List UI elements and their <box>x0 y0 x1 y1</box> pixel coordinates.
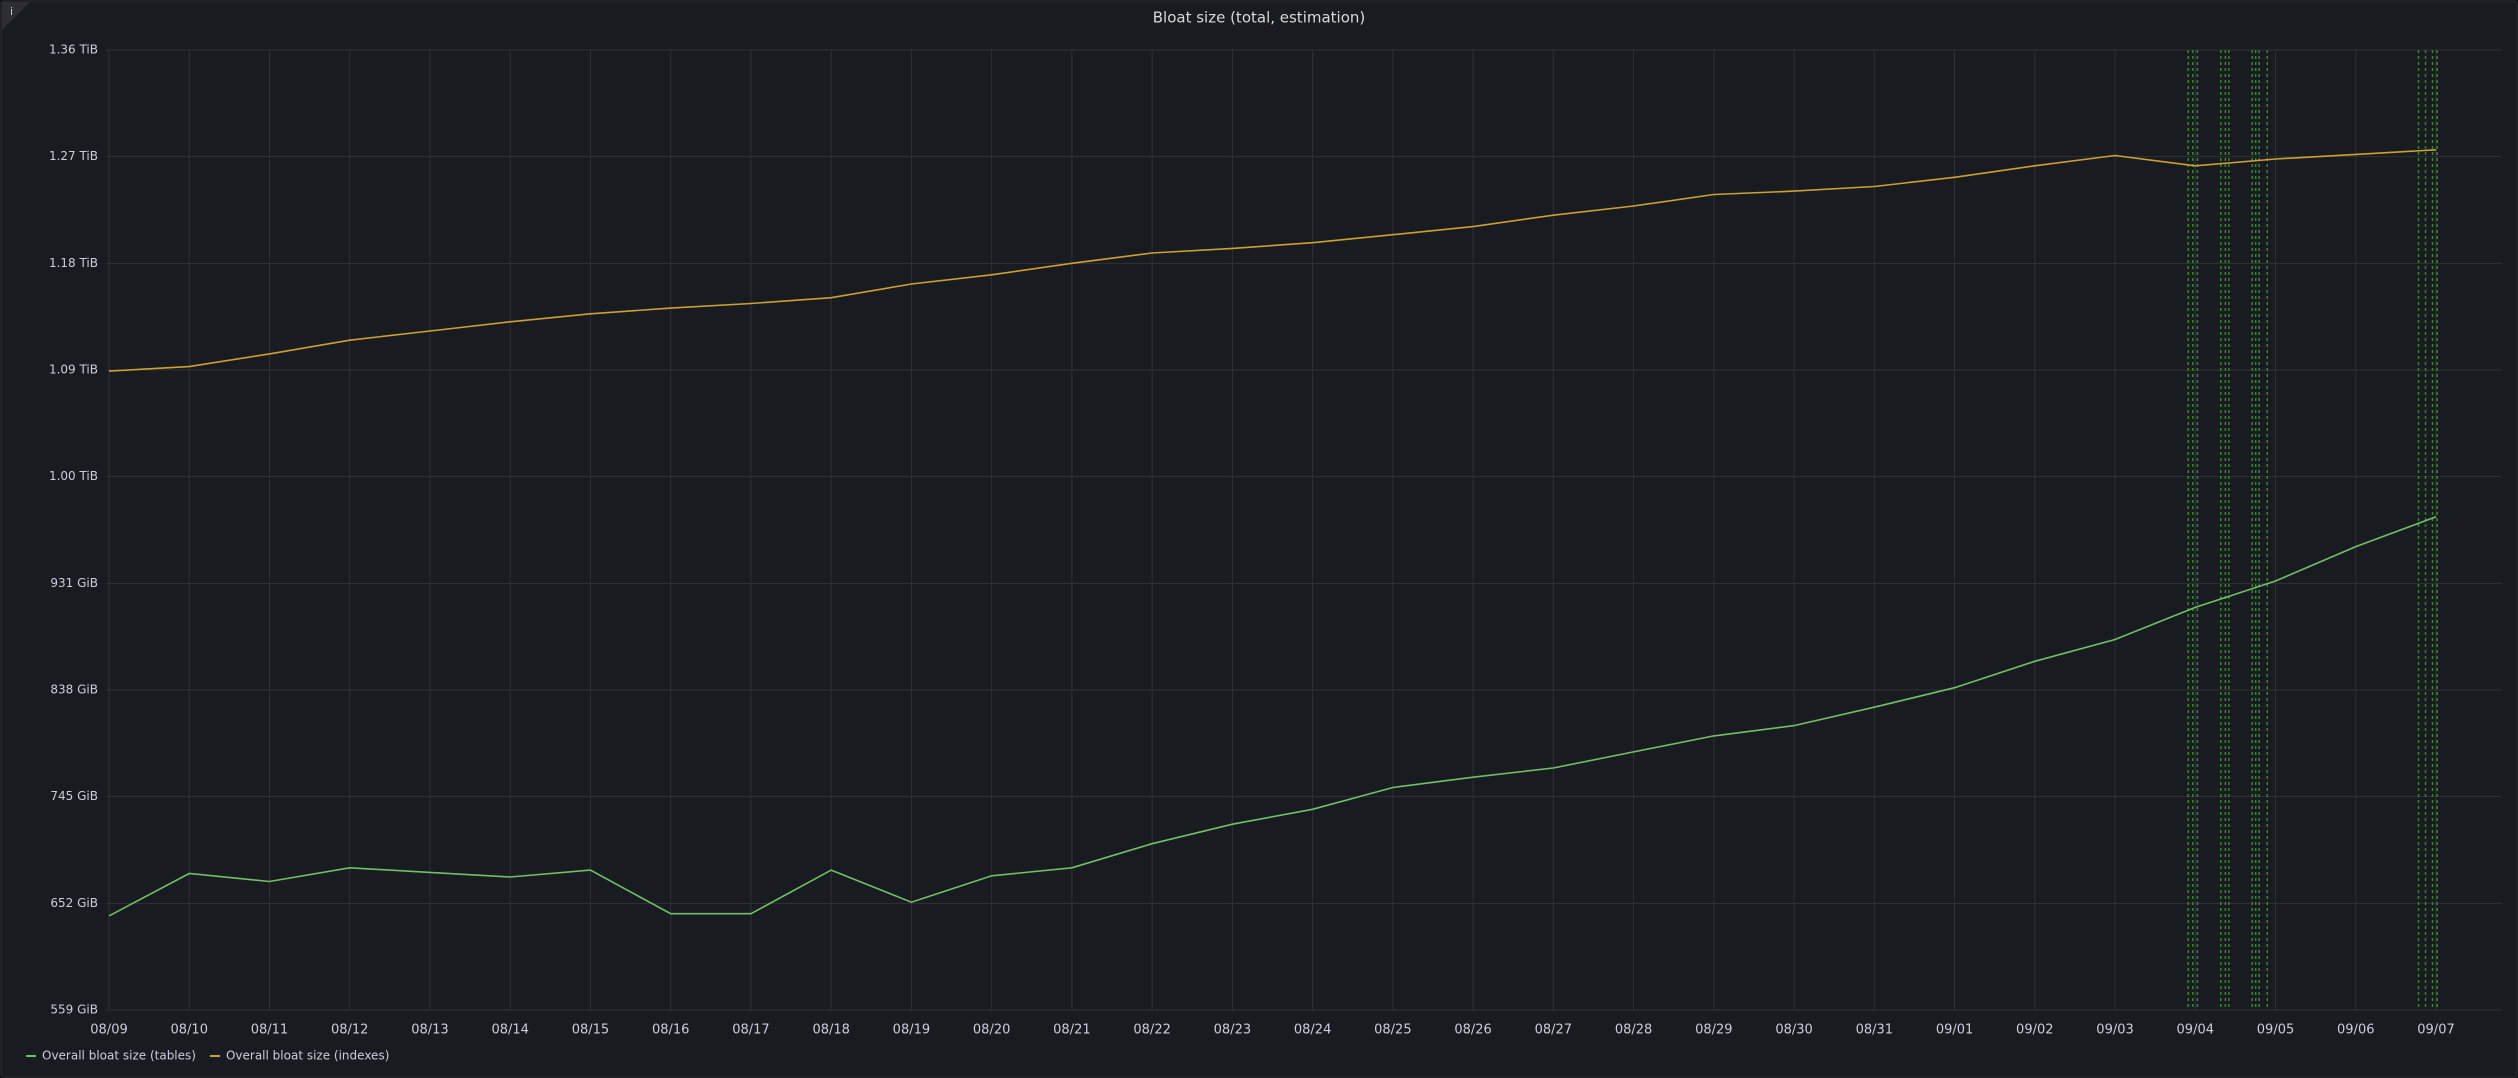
panel-title: Bloat size (total, estimation) <box>1153 9 1366 27</box>
x-tick-label: 08/11 <box>251 1023 288 1038</box>
x-tick-label: 08/10 <box>171 1023 208 1038</box>
x-tick-label: 08/22 <box>1133 1023 1170 1038</box>
y-tick-label: 745 GiB <box>50 789 98 803</box>
x-tick-label: 08/13 <box>411 1023 448 1038</box>
x-tick-label: 08/20 <box>973 1023 1010 1038</box>
x-tick-label: 09/02 <box>2016 1023 2053 1038</box>
legend-label: Overall bloat size (indexes) <box>226 1049 389 1063</box>
x-tick-label: 08/27 <box>1535 1023 1572 1038</box>
x-tick-label: 08/16 <box>652 1023 689 1038</box>
info-corner[interactable] <box>2 2 30 30</box>
x-tick-label: 08/18 <box>812 1023 849 1038</box>
y-tick-label: 838 GiB <box>50 683 98 697</box>
x-tick-label: 08/12 <box>331 1023 368 1038</box>
x-tick-label: 08/31 <box>1856 1023 1893 1038</box>
x-tick-label: 08/28 <box>1615 1023 1652 1038</box>
info-icon[interactable]: i <box>10 5 13 18</box>
y-tick-label: 1.00 TiB <box>49 469 98 483</box>
x-tick-label: 09/06 <box>2337 1023 2374 1038</box>
x-tick-label: 08/17 <box>732 1023 769 1038</box>
x-tick-label: 09/03 <box>2096 1023 2133 1038</box>
y-tick-label: 1.09 TiB <box>49 363 98 377</box>
x-tick-label: 09/05 <box>2257 1023 2294 1038</box>
x-tick-label: 08/25 <box>1374 1023 1411 1038</box>
y-tick-label: 931 GiB <box>50 576 98 590</box>
y-tick-label: 559 GiB <box>50 1003 98 1017</box>
x-tick-label: 08/15 <box>572 1023 609 1038</box>
x-tick-label: 09/01 <box>1936 1023 1973 1038</box>
legend-label: Overall bloat size (tables) <box>42 1049 196 1063</box>
x-tick-label: 08/26 <box>1454 1023 1491 1038</box>
x-tick-label: 08/29 <box>1695 1023 1732 1038</box>
x-tick-label: 09/07 <box>2417 1023 2454 1038</box>
series-line <box>108 516 2437 917</box>
x-tick-label: 08/09 <box>90 1023 127 1038</box>
y-tick-label: 1.36 TiB <box>49 43 98 57</box>
x-tick-label: 08/24 <box>1294 1023 1331 1038</box>
x-tick-label: 08/14 <box>491 1023 528 1038</box>
x-tick-label: 08/21 <box>1053 1023 1090 1038</box>
y-tick-label: 1.27 TiB <box>49 149 98 163</box>
series-line <box>108 149 2437 372</box>
x-tick-label: 08/19 <box>893 1023 930 1038</box>
y-tick-label: 652 GiB <box>50 896 98 910</box>
x-tick-label: 08/23 <box>1214 1023 1251 1038</box>
x-tick-label: 09/04 <box>2177 1023 2214 1038</box>
x-tick-label: 08/30 <box>1775 1023 1812 1038</box>
y-tick-label: 1.18 TiB <box>49 256 98 270</box>
